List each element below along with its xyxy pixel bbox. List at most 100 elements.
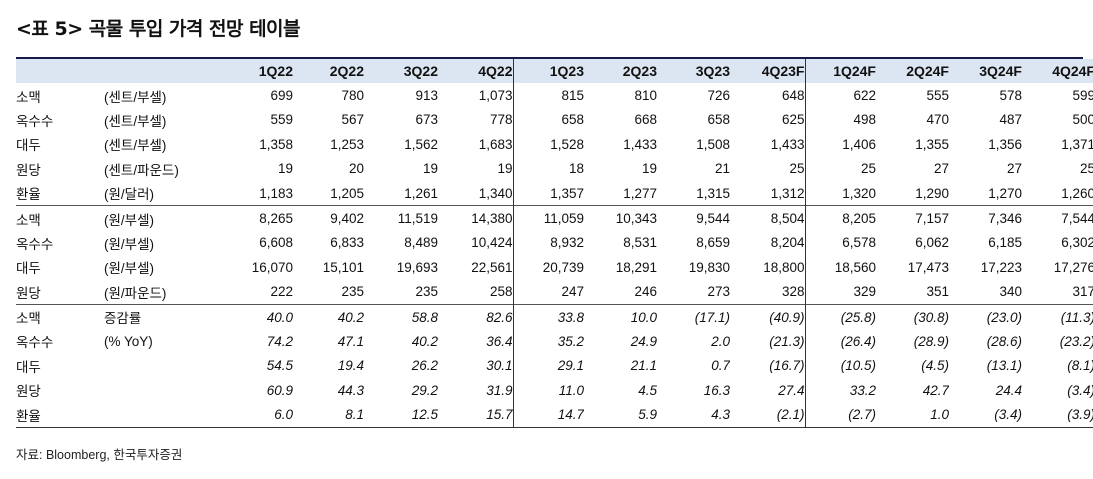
row-unit: 증감률: [104, 303, 222, 330]
table-cell: (13.1): [986, 358, 1022, 374]
table-row: 대두 (센트/부셀) 1,358 1,253 1,562 1,683 1,528 1,433 1…: [16, 132, 1093, 157]
table-cell: 17,473: [907, 259, 949, 275]
table-cell: 648: [730, 83, 806, 108]
table-cell: 810: [634, 88, 657, 104]
table-cell: 6,578: [842, 235, 876, 251]
row-unit: (원/부셀): [104, 205, 222, 231]
header-blank: [16, 59, 104, 84]
table-cell: 578: [999, 88, 1022, 104]
table-row: 소맥 증감률 40.0 40.2 58.8 82.6 33.8 10.0 (17.1) (40.9…: [16, 303, 1093, 330]
row-unit: (센트/부셀): [104, 89, 167, 105]
column-header: 2Q22: [293, 59, 364, 84]
table-cell: 699: [270, 88, 293, 104]
table-cell: 622: [853, 88, 876, 104]
table-cell: 6,833: [330, 235, 364, 251]
table-cell: (2.1): [730, 402, 806, 428]
table-body: 소맥 (센트/부셀) 699 780 913 1,073 815 810 726 648 622 55…: [16, 83, 1093, 428]
table-cell: 1,277: [623, 185, 657, 201]
table-cell: (11.3): [1022, 303, 1093, 330]
table-cell: 10,343: [584, 205, 657, 231]
table-cell: 500: [1072, 112, 1093, 128]
price-forecast-table: 1Q22 2Q22 3Q22 4Q22 1Q23 2Q23 3Q23 4Q23F 1Q24F 2Q…: [16, 59, 1093, 428]
table-row: 원당 (센트/파운드) 19 20 19 19 18 19 21 25 25 27 27 25: [16, 156, 1093, 181]
table-cell: 780: [341, 88, 364, 104]
table-cell: 815: [561, 88, 584, 104]
table-cell: 8,204: [730, 230, 806, 256]
table-cell: 74.2: [266, 333, 293, 349]
source-note: 자료: Bloomberg, 한국투자증권: [16, 448, 183, 462]
table-cell: 1,290: [915, 185, 949, 201]
table-row: 원당 60.9 44.3 29.2 31.9 11.0 4.5 16.3 27.4 33.2 42.…: [16, 378, 1093, 403]
table-cell: 273: [707, 284, 730, 300]
row-unit: [104, 354, 222, 378]
row-label: 소맥: [16, 89, 41, 105]
table-cell: 29.1: [557, 358, 584, 374]
table-cell: 10.0: [584, 303, 657, 330]
table-cell: 25: [1079, 161, 1093, 177]
table-cell: 329: [853, 284, 876, 300]
table-cell: 7,544: [1022, 205, 1093, 231]
table-cell: 625: [730, 107, 806, 133]
table-cell: 6,302: [1061, 235, 1093, 251]
table-cell: 17,223: [980, 259, 1022, 275]
table-cell: 235: [341, 284, 364, 300]
table-cell: 1,073: [438, 83, 514, 108]
table-cell: 47.1: [337, 333, 364, 349]
column-header: 3Q22: [364, 59, 438, 84]
column-header: 1Q23: [513, 59, 584, 84]
table-cell: 1,261: [404, 185, 438, 201]
table-cell: 6,608: [259, 235, 293, 251]
column-header: 1Q22: [222, 59, 293, 84]
column-header: 3Q24F: [949, 59, 1022, 84]
row-unit: [104, 378, 222, 402]
table-cell: 5.9: [584, 402, 657, 428]
table-cell: 21: [714, 161, 730, 177]
row-label: 대두: [16, 261, 41, 277]
table-cell: 1,433: [730, 132, 806, 157]
table-cell: (3.9): [1022, 402, 1093, 428]
row-label: 옥수수: [16, 236, 54, 252]
row-label: 옥수수: [16, 113, 54, 129]
table-cell: (28.9): [913, 333, 949, 349]
table-cell: 673: [415, 112, 438, 128]
row-unit: (센트/부셀): [104, 113, 167, 129]
table-cell: 10,424: [438, 230, 514, 256]
table-cell: 24.9: [630, 333, 657, 349]
table-cell: 8,504: [730, 205, 806, 231]
table-cell: 246: [634, 284, 657, 300]
table-cell: 8,205: [805, 205, 876, 231]
table-cell: 15.7: [438, 402, 514, 428]
table-cell: (16.7): [730, 353, 806, 379]
table-cell: (23.2): [1059, 333, 1093, 349]
table-cell: 555: [926, 88, 949, 104]
header-row: 1Q22 2Q22 3Q22 4Q22 1Q23 2Q23 3Q23 4Q23F 1Q24F 2Q…: [16, 59, 1093, 84]
table-cell: 317: [1072, 284, 1093, 300]
table-cell: 40.2: [293, 303, 364, 330]
table-cell: 60.9: [266, 382, 293, 398]
table-cell: 1,528: [550, 136, 584, 152]
table-cell: 14.7: [513, 402, 584, 428]
table-cell: 27: [1006, 161, 1022, 177]
table-cell: 658: [707, 112, 730, 128]
table-cell: 351: [926, 284, 949, 300]
column-header: 2Q24F: [876, 59, 949, 84]
table-cell: (23.0): [949, 303, 1022, 330]
table-cell: 20: [348, 161, 364, 177]
table-cell: 18,800: [730, 255, 806, 280]
table-cell: 12.5: [364, 402, 438, 428]
table-cell: 1,355: [915, 136, 949, 152]
table-cell: 1,358: [259, 136, 293, 152]
table-cell: 31.9: [438, 378, 514, 403]
table-row: 소맥 (센트/부셀) 699 780 913 1,073 815 810 726 648 622 55…: [16, 83, 1093, 108]
table-cell: 567: [341, 112, 364, 128]
table-cell: 19: [277, 161, 293, 177]
row-unit: (원/부셀): [104, 236, 155, 252]
table-row: 환율 6.0 8.1 12.5 15.7 14.7 5.9 4.3 (2.1) (2.7) 1.0(…: [16, 402, 1093, 428]
table-row: 환율 (원/달러) 1,183 1,205 1,261 1,340 1,357 1,277 1,…: [16, 180, 1093, 206]
table-cell: 8,489: [404, 235, 438, 251]
table-cell: 2.0: [711, 333, 730, 349]
table-cell: 658: [561, 112, 584, 128]
table-cell: 18,560: [834, 259, 876, 275]
table-cell: 1,260: [1061, 185, 1093, 201]
table-cell: 1,683: [438, 132, 514, 157]
